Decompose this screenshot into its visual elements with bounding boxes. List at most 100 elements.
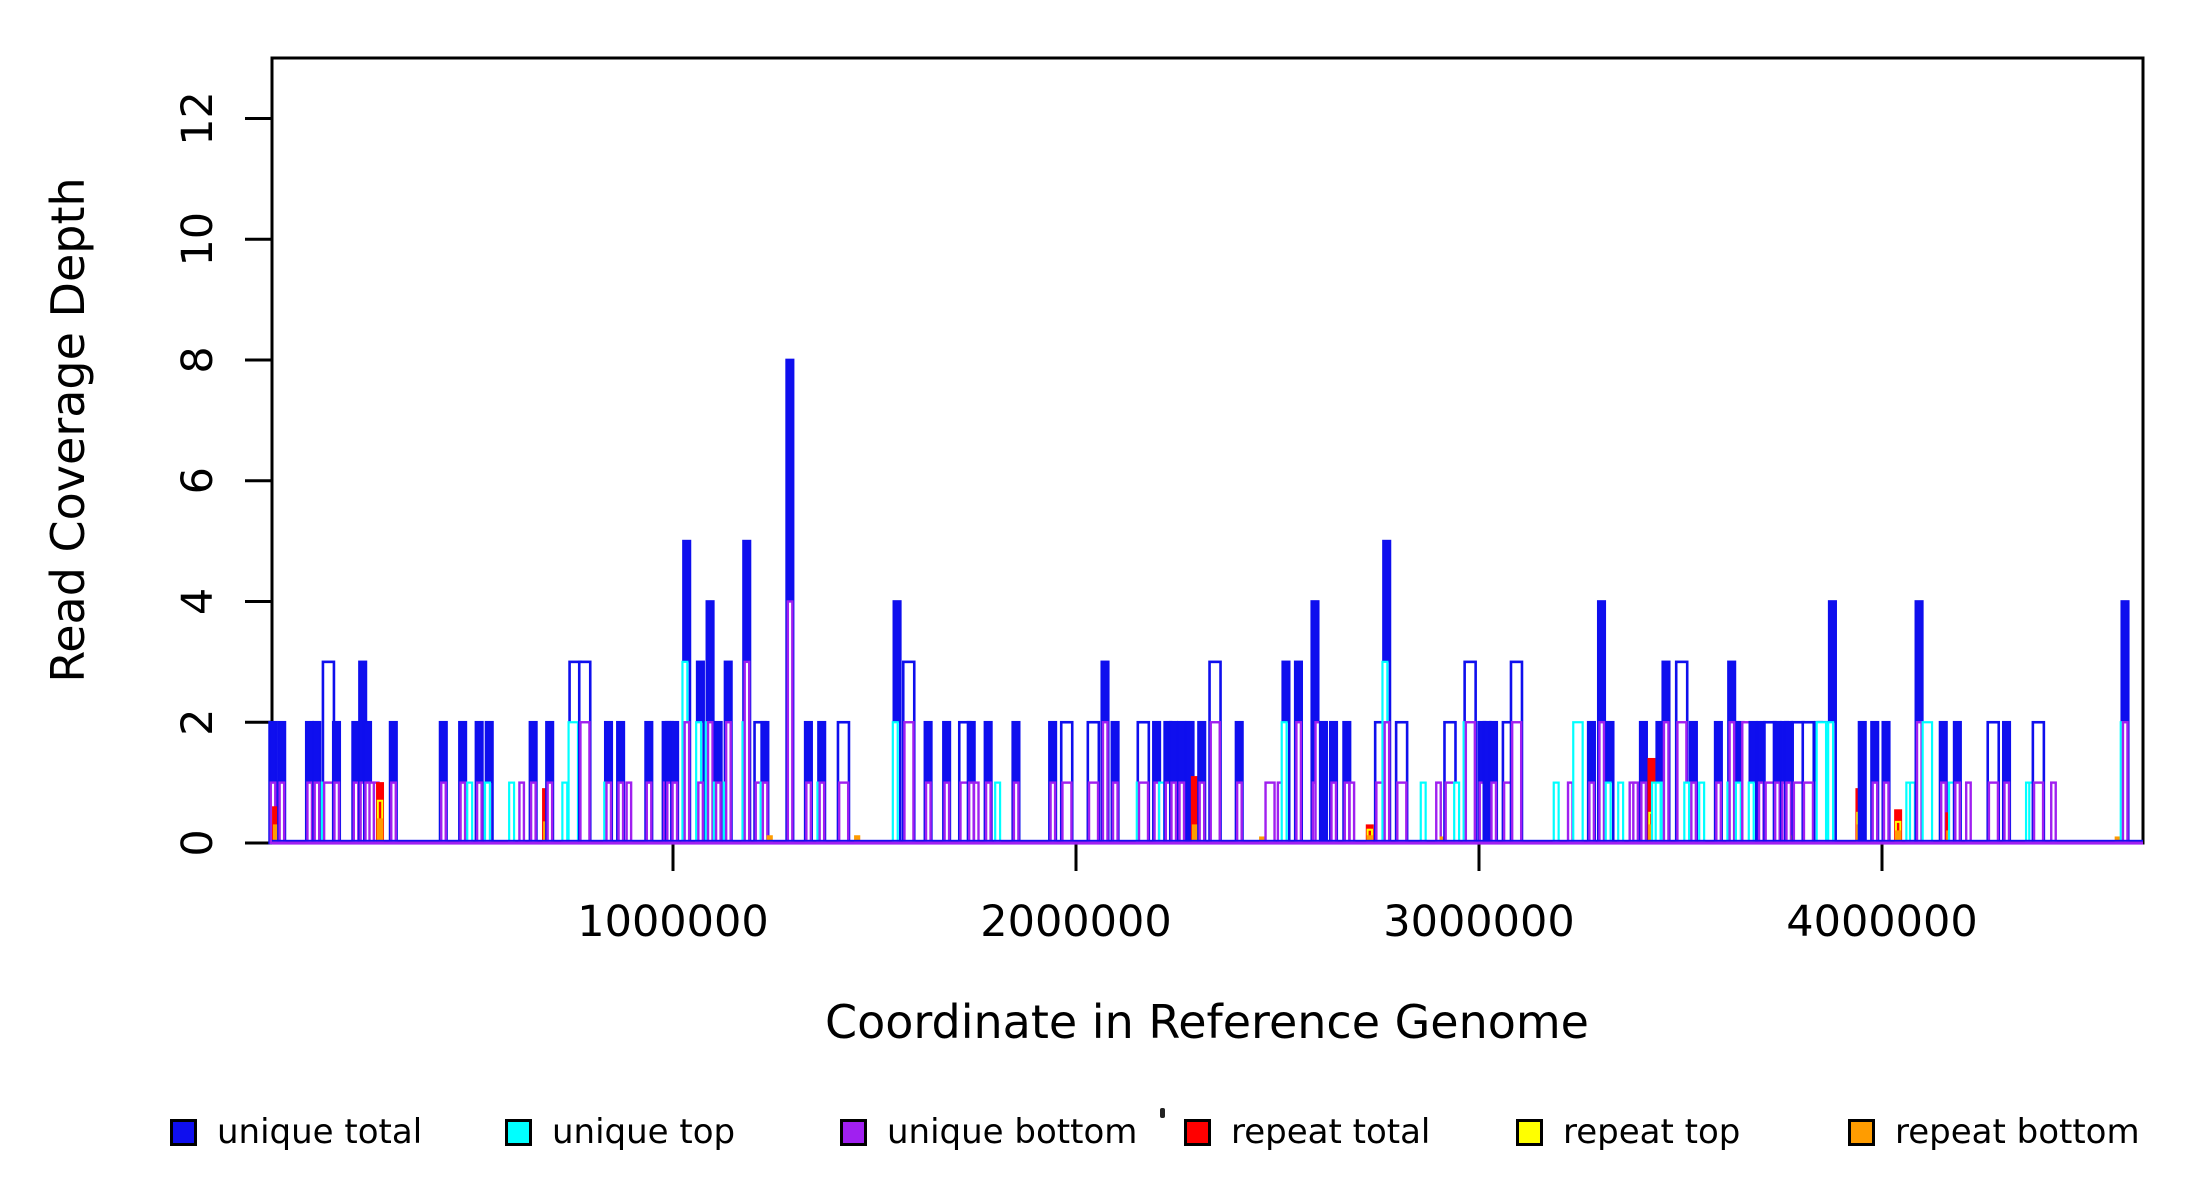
y-axis-title: Read Coverage Depth [41, 177, 95, 683]
coverage-bar-unique-total-fill [1662, 661, 1670, 723]
coverage-bar-unique-bottom [697, 781, 705, 845]
coverage-bar-unique-bottom [1785, 781, 1793, 845]
legend-item-unique-total: unique total [170, 1112, 422, 1152]
y-tick-label-2: 2 [173, 709, 223, 736]
coverage-bar-unique-bottom [1049, 781, 1057, 845]
coverage-bar-unique-total-fill [742, 540, 751, 663]
coverage-bar-unique-total-fill [352, 721, 360, 784]
coverage-bar-repeat-bottom [376, 818, 384, 844]
coverage-bar-unique-bottom [2050, 781, 2057, 845]
coverage-bar-unique-total-fill [1784, 721, 1793, 784]
coverage-bar-unique-bottom [1757, 781, 1765, 845]
coverage-bar-unique-bottom [1137, 781, 1150, 845]
coverage-bar-unique-bottom [440, 781, 447, 845]
coverage-bar-unique-bottom [1510, 721, 1523, 845]
coverage-bar-unique-top [1453, 781, 1461, 845]
coverage-bar-unique-bottom [322, 781, 335, 845]
coverage-bar-unique-bottom [1773, 781, 1781, 845]
coverage-bar-unique-bottom [1087, 781, 1100, 845]
coverage-bar-unique-bottom [1632, 781, 1640, 845]
coverage-bar-unique-total-fill [485, 721, 493, 784]
coverage-bar-unique-total-fill [645, 721, 653, 784]
coverage-bar-unique-total-fill [1773, 721, 1781, 784]
coverage-bar-unique-bottom [390, 781, 397, 845]
zero-line-purple [272, 841, 2143, 845]
coverage-bar-unique-total-fill [1915, 600, 1923, 723]
coverage-bar-unique-bottom [1198, 781, 1206, 845]
coverage-bar-unique-top [1552, 781, 1560, 845]
coverage-bar-unique-bottom [724, 721, 732, 845]
legend-label: repeat top [1563, 1112, 1741, 1152]
coverage-bar-unique-total-fill [458, 721, 467, 784]
coverage-bar-unique-total-fill [475, 721, 483, 784]
coverage-bar-unique-top [1921, 721, 1934, 845]
coverage-bar-unique-bottom [546, 781, 554, 845]
coverage-bar-unique-total-fill [277, 721, 286, 784]
coverage-bar-unique-total-fill [1882, 721, 1890, 784]
legend-swatch-icon [170, 1118, 197, 1146]
coverage-bar-unique-bottom [903, 721, 915, 845]
coverage-bar-unique-total-fill [1294, 661, 1303, 723]
coverage-bar-unique-total-fill [1282, 661, 1290, 723]
coverage-bar-unique-total-fill [714, 721, 722, 784]
coverage-bar-unique-bottom [459, 781, 467, 845]
coverage-bar-unique-total-fill [1597, 600, 1606, 723]
coverage-bar-unique-total-fill [706, 600, 714, 723]
coverage-bar-unique-bottom [683, 721, 691, 845]
coverage-bar-unique-bottom [1940, 781, 1947, 845]
coverage-bar-unique-bottom [1264, 781, 1276, 845]
legend-swatch-icon [1848, 1118, 1875, 1146]
legend-item-repeat-top: repeat top [1516, 1112, 1740, 1152]
coverage-bar-unique-bottom [625, 781, 633, 845]
y-tick-label-6: 6 [173, 467, 223, 494]
y-tick-label-10: 10 [173, 212, 223, 267]
coverage-bar-unique-bottom [1598, 721, 1606, 845]
coverage-bar-unique-top [891, 721, 899, 845]
coverage-bar-unique-bottom [924, 781, 932, 845]
coverage-bar-unique-total-fill [761, 721, 769, 784]
coverage-bar-unique-bottom [761, 781, 769, 845]
coverage-bar-unique-total-fill [724, 661, 732, 723]
coverage-bar-unique-total-fill [893, 600, 901, 723]
coverage-bar-unique-bottom [2032, 781, 2045, 845]
coverage-bar-unique-bottom [1061, 781, 1073, 845]
coverage-bar-unique-total-fill [389, 721, 398, 784]
coverage-bar-unique-total-fill [1319, 721, 1328, 844]
coverage-bar-unique-top [567, 721, 580, 845]
coverage-bar-unique-bottom [1588, 781, 1596, 845]
coverage-bar-unique-top [561, 781, 569, 845]
coverage-bar-unique-total-fill [604, 721, 613, 784]
coverage-bar-unique-total-fill [545, 721, 554, 784]
coverage-bar-unique-total-fill [1639, 721, 1648, 784]
coverage-bar-unique-bottom [1715, 781, 1723, 845]
coverage-bar-unique-bottom [306, 781, 314, 845]
coverage-bar-unique-bottom [786, 600, 794, 845]
coverage-bar-unique-total-fill [1606, 721, 1614, 784]
legend-item-repeat-total: repeat total [1184, 1112, 1430, 1152]
coverage-bar-unique-total-fill [817, 721, 826, 784]
y-tick-label-0: 0 [173, 829, 223, 856]
coverage-bar-unique-bottom [605, 781, 613, 845]
coverage-bar-unique-total-fill [670, 721, 679, 784]
coverage-bar-unique-bottom [805, 781, 813, 845]
legend-label: unique top [552, 1112, 736, 1152]
coverage-bar-unique-bottom [529, 781, 537, 845]
coverage-bar-unique-total-fill [1197, 721, 1206, 784]
coverage-bar-unique-bottom [1964, 781, 1972, 845]
coverage-bar-unique-bottom [1178, 781, 1186, 845]
coverage-bar-unique-total-fill [967, 721, 975, 784]
coverage-bar-unique-bottom [1111, 781, 1119, 845]
coverage-bar-unique-total-fill [786, 359, 794, 602]
coverage-bar-unique-top [1572, 721, 1584, 845]
coverage-bar-unique-total-fill [924, 721, 932, 784]
coverage-bar-unique-bottom [313, 781, 321, 845]
legend-swatch-icon [1516, 1118, 1543, 1146]
coverage-bar-unique-total-fill [1749, 721, 1757, 784]
coverage-bar-unique-top [1815, 721, 1828, 845]
coverage-bar-unique-bottom [1209, 721, 1221, 845]
coverage-bar-unique-bottom [1662, 721, 1670, 845]
legend-swatch-icon [1184, 1118, 1211, 1146]
coverage-bar-unique-bottom [706, 721, 714, 845]
coverage-bar-unique-top [1827, 721, 1835, 845]
